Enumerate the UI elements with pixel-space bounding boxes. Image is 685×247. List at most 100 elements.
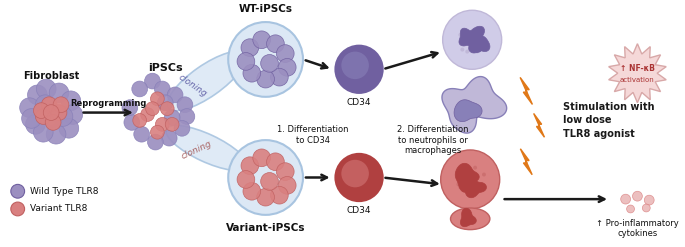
Circle shape — [277, 45, 294, 62]
Circle shape — [158, 95, 173, 111]
Circle shape — [266, 153, 284, 171]
Text: Fibroblast: Fibroblast — [23, 71, 79, 81]
Polygon shape — [609, 44, 667, 103]
Polygon shape — [520, 77, 532, 104]
Circle shape — [36, 109, 51, 124]
Circle shape — [475, 50, 479, 54]
Circle shape — [485, 43, 489, 47]
Circle shape — [627, 205, 634, 213]
Circle shape — [458, 185, 462, 189]
Polygon shape — [459, 26, 484, 52]
Circle shape — [253, 149, 271, 167]
Circle shape — [440, 150, 500, 209]
Circle shape — [45, 115, 61, 130]
Circle shape — [179, 109, 195, 124]
Text: ↑ NF-κB: ↑ NF-κB — [620, 64, 655, 73]
Circle shape — [134, 126, 149, 142]
Circle shape — [243, 64, 261, 82]
Text: ↑ Pro-inflammatory: ↑ Pro-inflammatory — [596, 219, 679, 228]
Circle shape — [61, 91, 81, 111]
Circle shape — [122, 100, 138, 116]
Circle shape — [645, 195, 654, 205]
Circle shape — [151, 92, 164, 106]
Circle shape — [443, 10, 501, 69]
Text: 2. Differentiation
to neutrophils or
macrophages: 2. Differentiation to neutrophils or mac… — [397, 125, 469, 155]
Circle shape — [336, 154, 383, 201]
Text: cytokines: cytokines — [617, 229, 658, 238]
Circle shape — [261, 55, 278, 72]
Circle shape — [146, 102, 160, 116]
Circle shape — [482, 173, 486, 177]
Circle shape — [480, 26, 484, 30]
Circle shape — [155, 118, 169, 131]
Circle shape — [480, 183, 484, 186]
Text: Reprogramming: Reprogramming — [70, 99, 147, 108]
Text: Variant-iPSCs: Variant-iPSCs — [226, 223, 306, 233]
Circle shape — [278, 59, 296, 76]
Text: Variant TLR8: Variant TLR8 — [29, 205, 87, 213]
Circle shape — [257, 188, 275, 206]
Circle shape — [278, 177, 296, 194]
Circle shape — [164, 110, 180, 125]
Text: Stimulation with
low dose
TLR8 agonist: Stimulation with low dose TLR8 agonist — [562, 102, 654, 139]
Polygon shape — [454, 100, 482, 122]
Ellipse shape — [167, 51, 246, 111]
Polygon shape — [465, 180, 486, 198]
Circle shape — [51, 105, 67, 121]
Circle shape — [36, 95, 55, 115]
Polygon shape — [521, 149, 532, 175]
Polygon shape — [442, 77, 507, 133]
Circle shape — [25, 115, 45, 134]
Circle shape — [460, 48, 464, 52]
Circle shape — [11, 202, 25, 216]
Circle shape — [27, 85, 47, 105]
Text: WT-iPSCs: WT-iPSCs — [238, 4, 292, 14]
Circle shape — [165, 118, 179, 131]
Circle shape — [43, 108, 63, 127]
Text: iPSCs: iPSCs — [148, 63, 183, 73]
Circle shape — [228, 22, 303, 97]
Circle shape — [151, 125, 164, 139]
Circle shape — [20, 98, 39, 118]
Text: Wild Type TLR8: Wild Type TLR8 — [29, 187, 98, 196]
Circle shape — [261, 173, 278, 190]
Circle shape — [132, 81, 147, 97]
Circle shape — [253, 31, 271, 49]
Circle shape — [458, 33, 462, 37]
Circle shape — [59, 119, 79, 138]
Circle shape — [456, 183, 460, 186]
Circle shape — [237, 171, 255, 188]
Circle shape — [140, 108, 154, 122]
Circle shape — [482, 41, 486, 45]
Circle shape — [11, 184, 25, 198]
Circle shape — [476, 189, 480, 193]
Polygon shape — [456, 163, 480, 192]
Circle shape — [53, 97, 69, 113]
Circle shape — [271, 68, 288, 86]
Circle shape — [241, 39, 259, 57]
Circle shape — [243, 183, 261, 200]
Circle shape — [228, 140, 303, 215]
Polygon shape — [460, 208, 476, 227]
Circle shape — [22, 109, 41, 128]
Circle shape — [41, 97, 57, 113]
Circle shape — [632, 191, 643, 201]
Circle shape — [241, 157, 259, 175]
Circle shape — [460, 168, 464, 172]
Ellipse shape — [451, 208, 490, 230]
Text: cloning: cloning — [177, 73, 209, 99]
Circle shape — [133, 114, 147, 127]
Circle shape — [46, 124, 66, 144]
Circle shape — [53, 107, 73, 126]
Text: cloning: cloning — [180, 139, 214, 161]
Circle shape — [271, 186, 288, 204]
Ellipse shape — [166, 125, 247, 170]
Text: CD34: CD34 — [347, 206, 371, 215]
Circle shape — [257, 70, 275, 88]
Text: CD34: CD34 — [347, 98, 371, 107]
Circle shape — [336, 46, 383, 93]
Circle shape — [34, 103, 49, 119]
Circle shape — [341, 52, 369, 79]
Circle shape — [478, 33, 482, 37]
Circle shape — [160, 102, 174, 116]
